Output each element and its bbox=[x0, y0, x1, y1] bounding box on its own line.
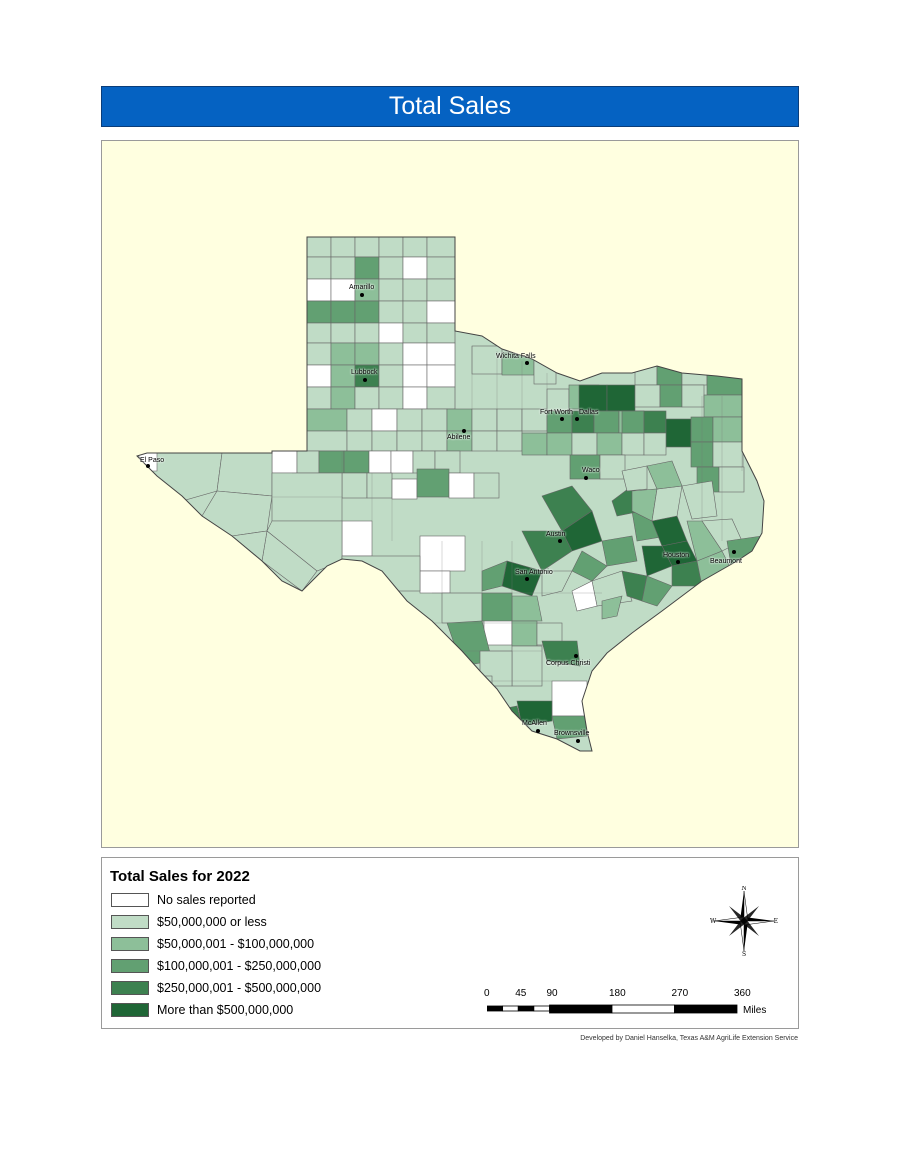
legend-label: More than $500,000,000 bbox=[157, 1003, 294, 1017]
legend-label: $50,000,001 - $100,000,000 bbox=[157, 937, 315, 951]
scale-tick-label: 360 bbox=[734, 988, 751, 999]
city-label: Corpus Christi bbox=[546, 660, 591, 667]
city-label: Brownsville bbox=[554, 730, 590, 737]
city-label: Waco bbox=[582, 467, 600, 474]
scale-tick-label: 180 bbox=[609, 988, 626, 999]
city-label: McAllen bbox=[522, 720, 547, 727]
map-frame: Amarillo Lubbock Wichita Falls Fort Worth Da… bbox=[101, 140, 799, 848]
scale-segment bbox=[517, 1005, 535, 1012]
legend-swatch bbox=[111, 893, 149, 907]
city-marker bbox=[676, 560, 680, 564]
compass-rose: N S E W bbox=[709, 885, 779, 961]
scale-units: Miles bbox=[743, 1005, 767, 1016]
legend-swatch bbox=[111, 1003, 149, 1017]
texas-map bbox=[136, 236, 765, 752]
legend-swatch bbox=[111, 937, 149, 951]
scale-segment bbox=[549, 1004, 613, 1014]
city-label: Fort Worth bbox=[540, 409, 573, 416]
legend-label: No sales reported bbox=[157, 893, 256, 907]
city-label: Austin bbox=[546, 531, 566, 538]
city-marker bbox=[584, 476, 588, 480]
city-marker bbox=[146, 464, 150, 468]
legend-item: $50,000,001 - $100,000,000 bbox=[111, 936, 314, 952]
legend-item: $100,000,001 - $250,000,000 bbox=[111, 958, 321, 974]
city-marker bbox=[558, 539, 562, 543]
scale-tick-label: 0 bbox=[484, 988, 490, 999]
scale-segment bbox=[502, 1005, 519, 1012]
city-marker bbox=[360, 293, 364, 297]
city-marker bbox=[732, 550, 736, 554]
legend-item: No sales reported bbox=[111, 892, 256, 908]
city-marker bbox=[536, 729, 540, 733]
compass-e: E bbox=[774, 918, 778, 925]
credit-line: Developed by Daniel Hanselka, Texas A&M … bbox=[580, 1035, 798, 1042]
city-marker bbox=[525, 577, 529, 581]
city-label: Abilene bbox=[447, 434, 471, 441]
scale-segment bbox=[533, 1005, 550, 1012]
scale-tick-label: 90 bbox=[546, 988, 558, 999]
city-marker bbox=[575, 417, 579, 421]
city-marker bbox=[576, 739, 580, 743]
scale-tick-label: 270 bbox=[671, 988, 689, 999]
compass-icon: N S E W bbox=[710, 885, 778, 958]
city-label: Wichita Falls bbox=[496, 353, 536, 360]
legend-swatch bbox=[111, 959, 149, 973]
city-marker bbox=[574, 654, 578, 658]
city-label: El Paso bbox=[140, 457, 165, 464]
city-marker bbox=[525, 361, 529, 365]
legend-panel: Total Sales for 2022 No sales reported $5… bbox=[101, 857, 799, 1029]
legend-item: $50,000,000 or less bbox=[111, 914, 267, 930]
legend-item: More than $500,000,000 bbox=[111, 1002, 293, 1018]
scale-segment bbox=[487, 1005, 504, 1012]
city-label: Dallas bbox=[579, 409, 599, 416]
city-label: Beaumont bbox=[710, 558, 742, 565]
compass-s: S bbox=[742, 951, 746, 956]
legend-item: $250,000,001 - $500,000,000 bbox=[111, 980, 321, 996]
city-marker bbox=[363, 378, 367, 382]
legend-swatch bbox=[111, 915, 149, 929]
city-label: Houston bbox=[663, 552, 690, 559]
scale-segment bbox=[674, 1004, 738, 1014]
scale-tick-label: 45 bbox=[515, 988, 527, 999]
map-title: Total Sales bbox=[388, 92, 512, 120]
title-bar: Total Sales bbox=[101, 86, 799, 127]
city-label: Amarillo bbox=[349, 284, 375, 291]
legend-label: $250,000,001 - $500,000,000 bbox=[157, 981, 322, 995]
city-label: San Antonio bbox=[515, 569, 553, 576]
city-marker bbox=[560, 417, 564, 421]
city-marker bbox=[462, 429, 466, 433]
scale-segment bbox=[611, 1004, 675, 1014]
legend-swatch bbox=[111, 981, 149, 995]
city-label: Lubbock bbox=[351, 369, 378, 376]
scale-bar-graphic bbox=[487, 1004, 738, 1014]
legend-title: Total Sales for 2022 bbox=[110, 868, 250, 885]
legend-label: $100,000,001 - $250,000,000 bbox=[157, 959, 322, 973]
compass-w: W bbox=[710, 918, 717, 925]
legend-label: $50,000,000 or less bbox=[157, 915, 267, 929]
compass-n: N bbox=[741, 886, 746, 892]
